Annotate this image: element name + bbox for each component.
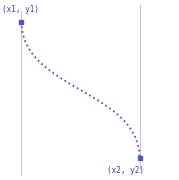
Text: (x1, y1): (x1, y1) (2, 5, 39, 14)
Text: (x2, y2): (x2, y2) (107, 166, 144, 175)
